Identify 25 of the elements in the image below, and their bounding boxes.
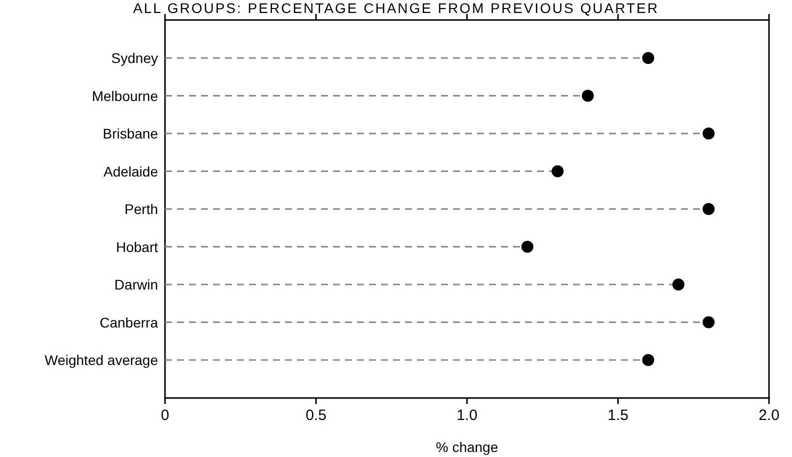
- y-tick-label: Melbourne: [92, 88, 158, 104]
- x-tick-label: 0.5: [306, 407, 326, 424]
- y-tick-label: Weighted average: [44, 352, 158, 368]
- x-tick-label: 2.0: [758, 407, 780, 424]
- point: [672, 278, 684, 290]
- y-tick-label: Darwin: [114, 276, 158, 292]
- x-tick-label: 1.5: [608, 407, 628, 424]
- x-tick-label: 1.0: [456, 407, 478, 424]
- y-tick-label: Brisbane: [102, 126, 158, 142]
- point: [642, 354, 654, 366]
- point: [702, 203, 715, 215]
- chart-title: ALL GROUPS: PERCENTAGE CHANGE FROM PREVIOUS QUARTER: [133, 0, 659, 16]
- point: [702, 128, 715, 140]
- point: [582, 90, 594, 102]
- y-tick-label: Sydney: [111, 50, 158, 66]
- point: [521, 240, 534, 253]
- y-tick-label: Perth: [124, 201, 158, 217]
- x-axis-title: % change: [436, 439, 498, 455]
- y-tick-label: Hobart: [116, 238, 158, 255]
- x-tick-label: 0: [160, 407, 170, 424]
- point: [702, 316, 715, 328]
- point: [642, 52, 654, 64]
- y-tick-label: Canberra: [100, 314, 158, 330]
- point: [552, 165, 564, 178]
- y-tick-label: Adelaide: [104, 163, 158, 180]
